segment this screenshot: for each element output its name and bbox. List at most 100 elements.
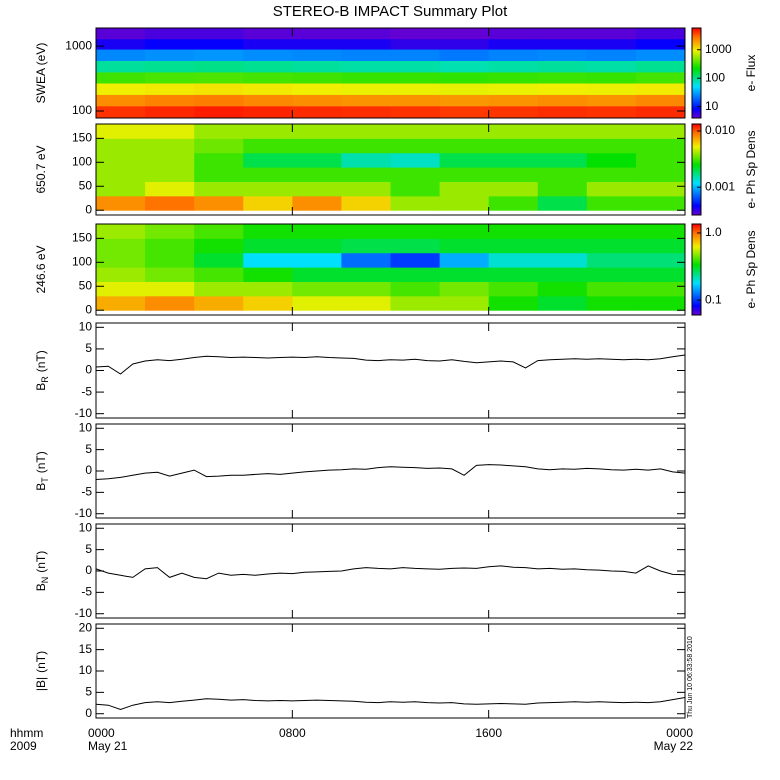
heatmap-cell [145, 152, 195, 168]
panel-frame [95, 123, 686, 216]
heatmap-cell [537, 105, 588, 119]
heatmap-cell [194, 281, 244, 297]
heatmap-cell [635, 71, 686, 84]
x-tick-label: 0000 [666, 726, 693, 740]
heatmap-cell [243, 124, 293, 139]
panel-frame [95, 322, 686, 419]
heatmap-cell [488, 252, 539, 268]
y-tick-label: 5 [85, 685, 92, 699]
heatmap-cell [635, 152, 686, 168]
heatmap-cell [96, 281, 146, 297]
heatmap-cell [194, 124, 244, 139]
year-label: 2009 [10, 739, 37, 753]
heatmap-cell [243, 195, 293, 211]
heatmap-cell [145, 267, 195, 282]
heatmap-cell [537, 82, 588, 95]
y-tick-label: 100 [72, 154, 92, 168]
y-axis-label: 650.7 eV [34, 145, 48, 193]
panel-frame [95, 423, 686, 519]
heatmap-cell [488, 94, 539, 107]
heatmap-cell [243, 138, 293, 154]
heatmap-cell [194, 181, 244, 197]
panel-frame [95, 223, 686, 316]
y-tick-label: 10 [79, 663, 93, 677]
heatmap-cell [390, 124, 441, 139]
y-tick-label: -5 [81, 585, 92, 599]
heatmap-cell [586, 124, 637, 139]
heatmap-cell [635, 224, 686, 239]
heatmap-cell [96, 252, 146, 268]
heatmap-cell [292, 105, 342, 119]
heatmap-cell [586, 267, 637, 282]
panel-frame [95, 623, 686, 719]
heatmap-cell [635, 28, 686, 40]
heatmap-cell [292, 82, 342, 95]
heatmap-cell [635, 181, 686, 197]
heatmap-cell [194, 71, 244, 84]
y-axis-label: BT (nT) [34, 451, 50, 491]
heatmap-cell [292, 94, 342, 107]
heatmap-cell [635, 267, 686, 282]
heatmap-cell [586, 82, 637, 95]
heatmap-cell [586, 252, 637, 268]
heatmap-cell [390, 252, 441, 268]
heatmap-cell [96, 224, 146, 239]
heatmap-cell [390, 38, 441, 50]
heatmap-cell [635, 49, 686, 61]
heatmap-cell [145, 38, 195, 50]
heatmap-cell [292, 295, 342, 311]
heatmap-cell [488, 71, 539, 84]
heatmap-cell [390, 105, 441, 119]
heatmap-cell [439, 105, 490, 119]
heatmap-cell [586, 60, 637, 73]
heatmap-cell [439, 167, 490, 182]
heatmap-cell [145, 224, 195, 239]
y-tick-label: -10 [75, 406, 93, 420]
heatmap-cell [488, 195, 539, 211]
heatmap-cell [341, 28, 391, 40]
panel-frame [95, 27, 686, 119]
y-label-subscript: T [40, 477, 50, 483]
heatmap-cell [586, 167, 637, 182]
heatmap-cell [635, 167, 686, 182]
y-tick-label: 0 [85, 202, 92, 216]
heatmap-cell [537, 60, 588, 73]
heatmap-cell [292, 38, 342, 50]
y-label-symbol: B [34, 483, 48, 491]
y-tick-label: 0 [85, 563, 92, 577]
heatmap-cell [96, 82, 146, 95]
heatmap-cell [488, 138, 539, 154]
heatmap-cell [145, 49, 195, 61]
heatmap-cell [96, 60, 146, 73]
heatmap-cell [586, 152, 637, 168]
y-label-unit: (nT) [34, 551, 48, 573]
heatmap-cell [243, 281, 293, 297]
heatmap-cell [537, 138, 588, 154]
heatmap-cell [586, 28, 637, 40]
heatmap-cell [390, 49, 441, 61]
heatmap-cell [243, 49, 293, 61]
colorbar-label: e- Flux [744, 55, 758, 92]
heatmap-cell [96, 38, 146, 50]
y-tick-label: 100 [72, 103, 92, 117]
heatmap-cell [96, 105, 146, 119]
heatmap-cell [439, 82, 490, 95]
heatmap-cell [439, 94, 490, 107]
heatmap-cell [390, 152, 441, 168]
heatmap-cell [145, 195, 195, 211]
heatmap-cell [194, 38, 244, 50]
heatmap-cell [586, 38, 637, 50]
heatmap-cell [390, 267, 441, 282]
colorbar-tick-label: 0.010 [705, 123, 735, 137]
heatmap-cell [341, 224, 391, 239]
heatmap-cell [586, 281, 637, 297]
heatmap-cell [243, 60, 293, 73]
panel-frame [95, 523, 686, 619]
heatmap-cell [390, 281, 441, 297]
heatmap-cell [390, 60, 441, 73]
heatmap-cell [341, 181, 391, 197]
heatmap-cell [488, 38, 539, 50]
y-label-unit: (nT) [34, 451, 48, 473]
heatmap-cell [194, 28, 244, 40]
y-tick-label: 10 [79, 319, 93, 333]
